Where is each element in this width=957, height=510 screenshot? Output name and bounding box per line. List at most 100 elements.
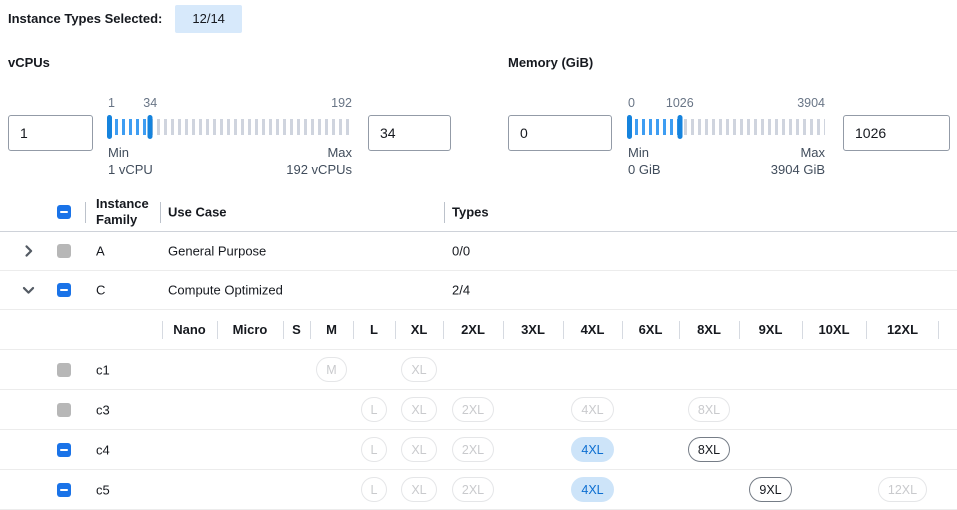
vcpus-scale-labels: 1 34 192	[108, 96, 352, 111]
column-header-instance-family: Instance Family	[96, 196, 149, 227]
memory-min-caption: Min	[628, 145, 649, 160]
family-use-case: Compute Optimized	[168, 282, 283, 298]
size-column-3xl: 3XL	[503, 310, 563, 350]
memory-scale-labels: 0 1026 3904	[628, 96, 825, 111]
vcpus-scale-min: 1	[108, 96, 115, 110]
family-checkbox-disabled	[57, 244, 71, 258]
vcpus-min-caption: Min	[108, 145, 129, 160]
size-column-l: L	[353, 310, 395, 350]
size-column-10xl: 10XL	[802, 310, 866, 350]
memory-scale-current: 1026	[665, 96, 694, 110]
instance-name: c4	[96, 442, 110, 457]
instance-name: c3	[96, 402, 110, 417]
size-pill: 2XL	[451, 477, 495, 502]
size-pill: 2XL	[451, 437, 495, 462]
size-pill: XL	[401, 397, 437, 422]
vcpus-ticks-selected	[108, 119, 151, 135]
instance-row-c3: c3 L XL 2XL 4XL 8XL	[0, 390, 957, 430]
family-types-count: 0/0	[452, 243, 471, 259]
vcpus-scale-max: 192	[331, 96, 352, 110]
memory-filter: 0 1026 3904 Min 0 GiB Max 3904 GiB	[508, 96, 950, 181]
vcpus-filter: 1 34 192 Min 1 vCPU Max 192 vCPUs	[8, 96, 451, 181]
size-pill[interactable]: 9XL	[749, 477, 792, 502]
size-pill-selected[interactable]: 4XL	[571, 477, 614, 502]
size-column-micro: Micro	[217, 310, 283, 350]
memory-ticks-selected	[628, 119, 680, 135]
header-divider	[85, 202, 86, 223]
vcpus-ticks-base	[108, 119, 352, 135]
size-pill: XL	[401, 437, 437, 462]
size-column-s: S	[283, 310, 310, 350]
selection-label: Instance Types Selected:	[8, 11, 163, 26]
vcpus-slider-track[interactable]	[107, 115, 352, 139]
vcpus-max-detail: 192 vCPUs	[286, 162, 352, 177]
vcpus-handle-max[interactable]	[147, 115, 153, 139]
family-row-a: A General Purpose 0/0	[0, 232, 957, 271]
vcpus-max-caption: Max	[327, 145, 352, 160]
vcpus-slider[interactable]: 1 34 192 Min 1 vCPU Max 192 vCPUs	[107, 96, 352, 178]
family-use-case: General Purpose	[168, 243, 267, 259]
size-column-4xl: 4XL	[563, 310, 622, 350]
size-pill: 12XL	[877, 477, 928, 502]
table-header-row: Instance Family Use Case Types	[0, 193, 957, 232]
instance-checkbox[interactable]	[57, 482, 71, 497]
memory-slider[interactable]: 0 1026 3904 Min 0 GiB Max 3904 GiB	[627, 96, 825, 178]
memory-captions: Min 0 GiB Max 3904 GiB	[628, 144, 825, 178]
size-pill[interactable]: 8XL	[687, 437, 731, 462]
select-all-checkbox[interactable]	[57, 205, 71, 219]
memory-handle-max[interactable]	[677, 115, 683, 139]
size-pill: M	[316, 357, 347, 382]
size-column-8xl: 8XL	[679, 310, 739, 350]
size-pill: L	[360, 477, 388, 502]
vcpus-from-input[interactable]	[8, 115, 93, 151]
expand-chevron-right-icon[interactable]	[21, 244, 36, 259]
vcpus-handle-min[interactable]	[107, 115, 112, 139]
size-pill: 8XL	[687, 397, 731, 422]
size-pill: XL	[401, 477, 437, 502]
memory-handle-min[interactable]	[627, 115, 632, 139]
selection-count-badge: 12/14	[175, 5, 242, 33]
memory-max-caption: Max	[800, 145, 825, 160]
memory-scale-min: 0	[628, 96, 635, 110]
memory-title: Memory (GiB)	[508, 55, 594, 70]
instance-row-c1: c1 M XL	[0, 350, 957, 390]
instance-name: c1	[96, 362, 110, 377]
family-types-count: 2/4	[452, 282, 471, 298]
instance-row-c5: c5 L XL 2XL 4XL 9XL 12XL	[0, 470, 957, 510]
size-pill-selected[interactable]: 4XL	[571, 437, 614, 462]
memory-min-detail: 0 GiB	[628, 162, 661, 177]
size-column-12xl: 12XL	[866, 310, 939, 350]
size-column-m: M	[310, 310, 353, 350]
size-pill: XL	[401, 357, 437, 382]
memory-to-input[interactable]	[843, 115, 950, 151]
instance-checkbox-disabled	[57, 362, 71, 377]
size-pill: 4XL	[571, 397, 614, 422]
size-column-xl: XL	[395, 310, 443, 350]
size-pill: L	[360, 397, 388, 422]
size-pill: L	[360, 437, 388, 462]
column-header-types: Types	[452, 204, 489, 220]
vcpus-captions: Min 1 vCPU Max 192 vCPUs	[108, 144, 352, 178]
vcpus-to-input[interactable]	[368, 115, 451, 151]
instance-row-c4: c4 L XL 2XL 4XL 8XL	[0, 430, 957, 470]
memory-slider-track[interactable]	[627, 115, 825, 139]
vcpus-min-detail: 1 vCPU	[108, 162, 153, 177]
memory-from-input[interactable]	[508, 115, 612, 151]
size-header-row: Nano Micro S M L XL 2XL 3XL 4XL 6XL 8XL …	[0, 310, 957, 350]
instance-checkbox[interactable]	[57, 442, 71, 457]
family-name: A	[96, 243, 105, 259]
column-header-use-case: Use Case	[168, 204, 227, 220]
vcpus-scale-current: 34	[143, 96, 158, 110]
instance-checkbox-disabled	[57, 402, 71, 417]
memory-scale-max: 3904	[797, 96, 825, 110]
header-divider	[160, 202, 161, 223]
header-divider	[444, 202, 445, 223]
expand-chevron-down-icon[interactable]	[21, 283, 36, 298]
family-checkbox[interactable]	[57, 283, 71, 297]
family-row-c: C Compute Optimized 2/4	[0, 271, 957, 310]
family-name: C	[96, 282, 106, 298]
size-column-6xl: 6XL	[622, 310, 679, 350]
size-pill: 2XL	[451, 397, 495, 422]
size-column-nano: Nano	[162, 310, 217, 350]
